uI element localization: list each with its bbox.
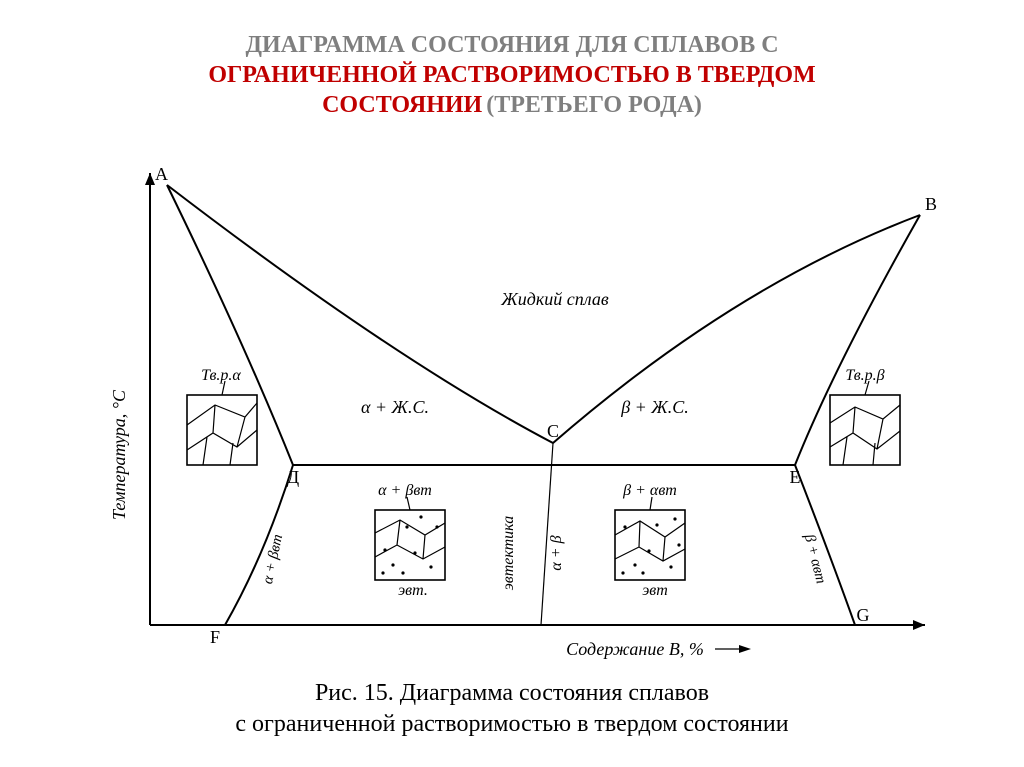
phase-diagram: Температура, °С Содержание B, % Жидкий с… <box>95 155 945 665</box>
x-axis-arrow <box>913 620 925 630</box>
point-B: B <box>925 194 937 214</box>
point-E: E <box>790 467 801 487</box>
region-alpha-betaE: α + βвт <box>378 482 432 499</box>
caption-line1: Рис. 15. Диаграмма состояния сплавов <box>315 680 709 706</box>
region-alpha-plus-beta: α + β <box>548 535 565 570</box>
x-axis-label-arrow <box>739 645 751 653</box>
region-beta-alphaE: β + αвт <box>622 482 677 499</box>
region-beta: Тв.р.β <box>845 367 884 384</box>
region-beta-liq: β + Ж.С. <box>620 397 689 417</box>
title-line1: ДИАГРАММА СОСТОЯНИЯ ДЛЯ СПЛАВОВ С <box>245 32 778 58</box>
region-alpha: Тв.р.α <box>201 367 241 384</box>
point-D: Д <box>287 467 299 487</box>
inset-mix-left <box>375 497 445 580</box>
title-line2: ОГРАНИЧЕННОЙ РАСТВОРИМОСТЬЮ В ТВЕРДОМ <box>208 62 815 88</box>
inset-alpha <box>187 381 257 465</box>
point-G: G <box>857 605 870 625</box>
inset-mix-right <box>615 497 685 580</box>
y-axis-label: Температура, °С <box>109 389 129 520</box>
region-a-plus-bE-rot: α + βвт <box>260 533 286 586</box>
region-eut-right: эвт <box>642 582 668 599</box>
caption-line2: с ограниченной растворимостью в твердом … <box>235 711 788 737</box>
title-line3b: (ТРЕТЬЕГО РОДА) <box>486 92 702 118</box>
region-eut-left: эвт. <box>398 582 428 599</box>
region-eutectic-label: эвтектика <box>500 516 517 591</box>
title-line3a: СОСТОЯНИИ <box>322 92 482 118</box>
point-C: C <box>547 421 559 441</box>
region-liquid: Жидкий сплав <box>500 289 609 309</box>
point-F: F <box>210 627 220 647</box>
y-axis-arrow <box>145 173 155 185</box>
region-alpha-liq: α + Ж.С. <box>361 397 429 417</box>
point-A: A <box>155 164 168 184</box>
x-axis-label: Содержание B, % <box>566 639 704 659</box>
c-drop <box>541 443 553 625</box>
inset-beta <box>830 381 900 465</box>
